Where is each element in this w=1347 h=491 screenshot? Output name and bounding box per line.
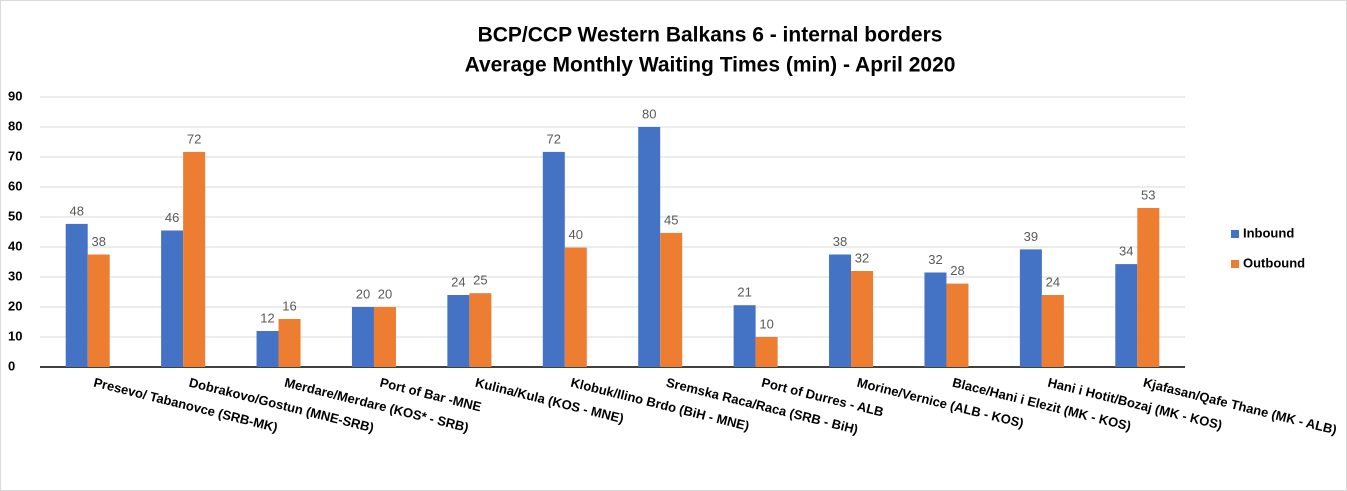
value-label: 32 [855, 250, 869, 265]
bar [829, 254, 852, 367]
value-label: 40 [569, 227, 583, 242]
legend-label: Inbound [1243, 225, 1294, 240]
bar [447, 295, 470, 367]
bar [351, 307, 374, 367]
value-label: 25 [473, 273, 487, 288]
bar [183, 151, 206, 367]
chart-subtitle: Average Monthly Waiting Times (min) - Ap… [465, 54, 956, 77]
bar [1041, 295, 1064, 367]
value-label: 21 [737, 285, 751, 300]
value-label: 45 [664, 212, 678, 227]
value-label: 24 [451, 274, 465, 289]
legend-swatch [1231, 230, 1239, 238]
bar [65, 223, 88, 367]
value-label: 48 [69, 203, 83, 218]
value-label: 32 [928, 252, 942, 267]
bar [1019, 249, 1042, 367]
value-label: 38 [91, 234, 105, 249]
bar [946, 283, 969, 367]
bar [1115, 264, 1138, 367]
legend-label: Outbound [1243, 255, 1305, 270]
y-tick-label: 90 [8, 88, 22, 103]
bar [87, 254, 110, 367]
legend-swatch [1231, 260, 1239, 268]
y-tick-label: 80 [8, 118, 22, 133]
value-label: 72 [547, 131, 561, 146]
y-tick-label: 0 [8, 358, 15, 373]
value-label: 38 [833, 234, 847, 249]
bar [851, 271, 874, 367]
bar [161, 230, 184, 367]
value-label: 16 [282, 298, 296, 313]
value-label: 24 [1046, 274, 1060, 289]
bar [733, 305, 756, 367]
y-tick-label: 40 [8, 238, 22, 253]
value-label: 10 [759, 316, 773, 331]
bar [256, 331, 279, 367]
value-label: 20 [378, 286, 392, 301]
value-label: 28 [950, 263, 964, 278]
bar [469, 293, 492, 367]
y-tick-label: 20 [8, 298, 22, 313]
bar [373, 307, 396, 367]
bar [278, 319, 301, 367]
value-label: 20 [356, 286, 370, 301]
value-label: 53 [1141, 187, 1155, 202]
bar [564, 247, 587, 367]
y-tick-label: 50 [8, 208, 22, 223]
bar [924, 272, 947, 367]
bar [542, 151, 565, 367]
value-label: 72 [187, 131, 201, 146]
value-label: 39 [1024, 229, 1038, 244]
bar [755, 337, 778, 367]
y-tick-label: 10 [8, 328, 22, 343]
bar [1137, 208, 1160, 367]
y-tick-label: 30 [8, 268, 22, 283]
value-label: 80 [642, 106, 656, 121]
bar [638, 127, 661, 367]
value-label: 12 [260, 310, 274, 325]
y-tick-label: 60 [8, 178, 22, 193]
y-tick-label: 70 [8, 148, 22, 163]
bar [660, 232, 683, 367]
value-label: 46 [165, 210, 179, 225]
value-label: 34 [1119, 244, 1133, 259]
chart-title: BCP/CCP Western Balkans 6 - internal bor… [478, 24, 943, 47]
